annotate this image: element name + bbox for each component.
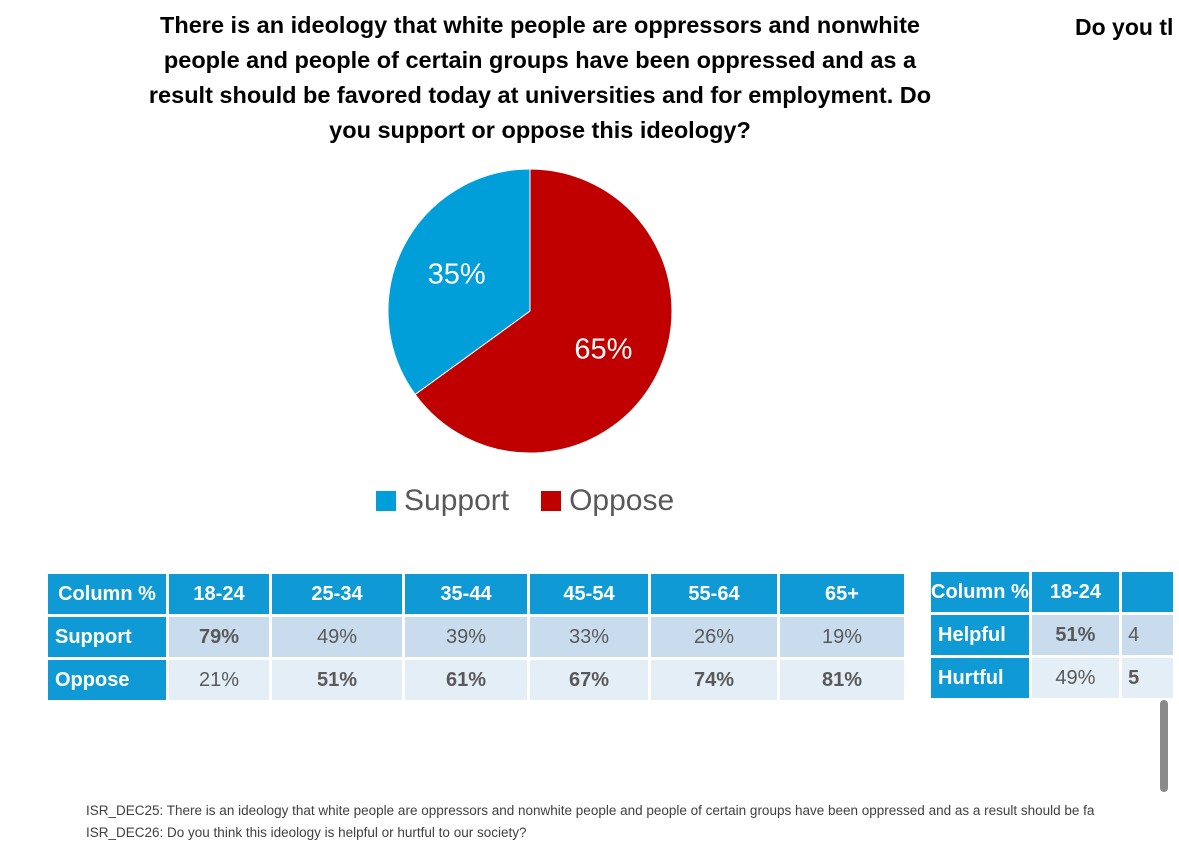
header-cell: 25-34 [272, 574, 402, 614]
table-row: Support 79% 49% 39% 33% 26% 19% [48, 617, 904, 657]
footnotes: ISR_DEC25: There is an ideology that whi… [86, 800, 1179, 844]
header-cell: 35-44 [405, 574, 527, 614]
table-cell: 79% [169, 617, 269, 657]
legend-item-support: Support [376, 484, 509, 518]
chart-title: There is an ideology that white people a… [148, 12, 932, 143]
row-label: Hurtful [931, 658, 1029, 698]
header-cell: Column % [931, 572, 1029, 612]
table-row: Oppose 21% 51% 61% 67% 74% 81% [48, 660, 904, 700]
header-cell: 45-54 [530, 574, 648, 614]
table-cell: 67% [530, 660, 648, 700]
legend-label-support: Support [404, 484, 510, 517]
header-cell: 65+ [780, 574, 904, 614]
pie-slice-support [387, 168, 531, 396]
legend: Support Oppose [376, 484, 706, 518]
legend-item-oppose: Oppose [541, 484, 674, 518]
table-cell: 4 [1122, 615, 1173, 655]
table-cell: 49% [272, 617, 402, 657]
table-header-row: Column % 18-24 25-34 35-44 45-54 55-64 6… [48, 574, 904, 614]
table-cell: 19% [780, 617, 904, 657]
header-cell: Column % [48, 574, 166, 614]
crosstab-helpful-hurtful-clip: Column % 18-24 Helpful 51% 4 Hurtful 49%… [931, 572, 1179, 722]
pie-slice-oppose [414, 168, 673, 454]
table-row: Helpful 51% 4 [931, 615, 1173, 655]
crosstab-support-oppose: Column % 18-24 25-34 35-44 45-54 55-64 6… [45, 571, 907, 703]
pie-label-support: 35% [428, 259, 486, 291]
second-chart-title: Do you tl [1075, 14, 1174, 40]
table-cell: 33% [530, 617, 648, 657]
table-row: Hurtful 49% 5 [931, 658, 1173, 698]
header-cell: 18-24 [1031, 572, 1120, 612]
header-cell [1122, 572, 1173, 612]
pie-label-oppose: 65% [574, 333, 632, 365]
footnote-line: ISR_DEC25: There is an ideology that whi… [86, 803, 1095, 818]
pie-chart: 65% 35% [387, 168, 673, 454]
table-cell: 81% [780, 660, 904, 700]
crosstab-helpful-hurtful: Column % 18-24 Helpful 51% 4 Hurtful 49%… [931, 572, 1176, 701]
table-cell: 26% [651, 617, 777, 657]
table-cell: 51% [272, 660, 402, 700]
table-header-row: Column % 18-24 [931, 572, 1173, 612]
footnote-line: ISR_DEC26: Do you think this ideology is… [86, 825, 527, 840]
table-cell: 21% [169, 660, 269, 700]
table-cell: 49% [1031, 658, 1120, 698]
legend-label-oppose: Oppose [569, 484, 675, 517]
row-label: Support [48, 617, 166, 657]
scrollbar-thumb[interactable] [1160, 700, 1168, 792]
table-cell: 51% [1031, 615, 1120, 655]
row-label: Oppose [48, 660, 166, 700]
legend-swatch-oppose [541, 491, 562, 511]
table-cell: 61% [405, 660, 527, 700]
legend-swatch-support [376, 491, 396, 511]
header-cell: 18-24 [169, 574, 269, 614]
table-cell: 74% [651, 660, 777, 700]
table-cell: 39% [405, 617, 527, 657]
header-cell: 55-64 [651, 574, 777, 614]
row-label: Helpful [931, 615, 1029, 655]
table-cell: 5 [1122, 658, 1173, 698]
